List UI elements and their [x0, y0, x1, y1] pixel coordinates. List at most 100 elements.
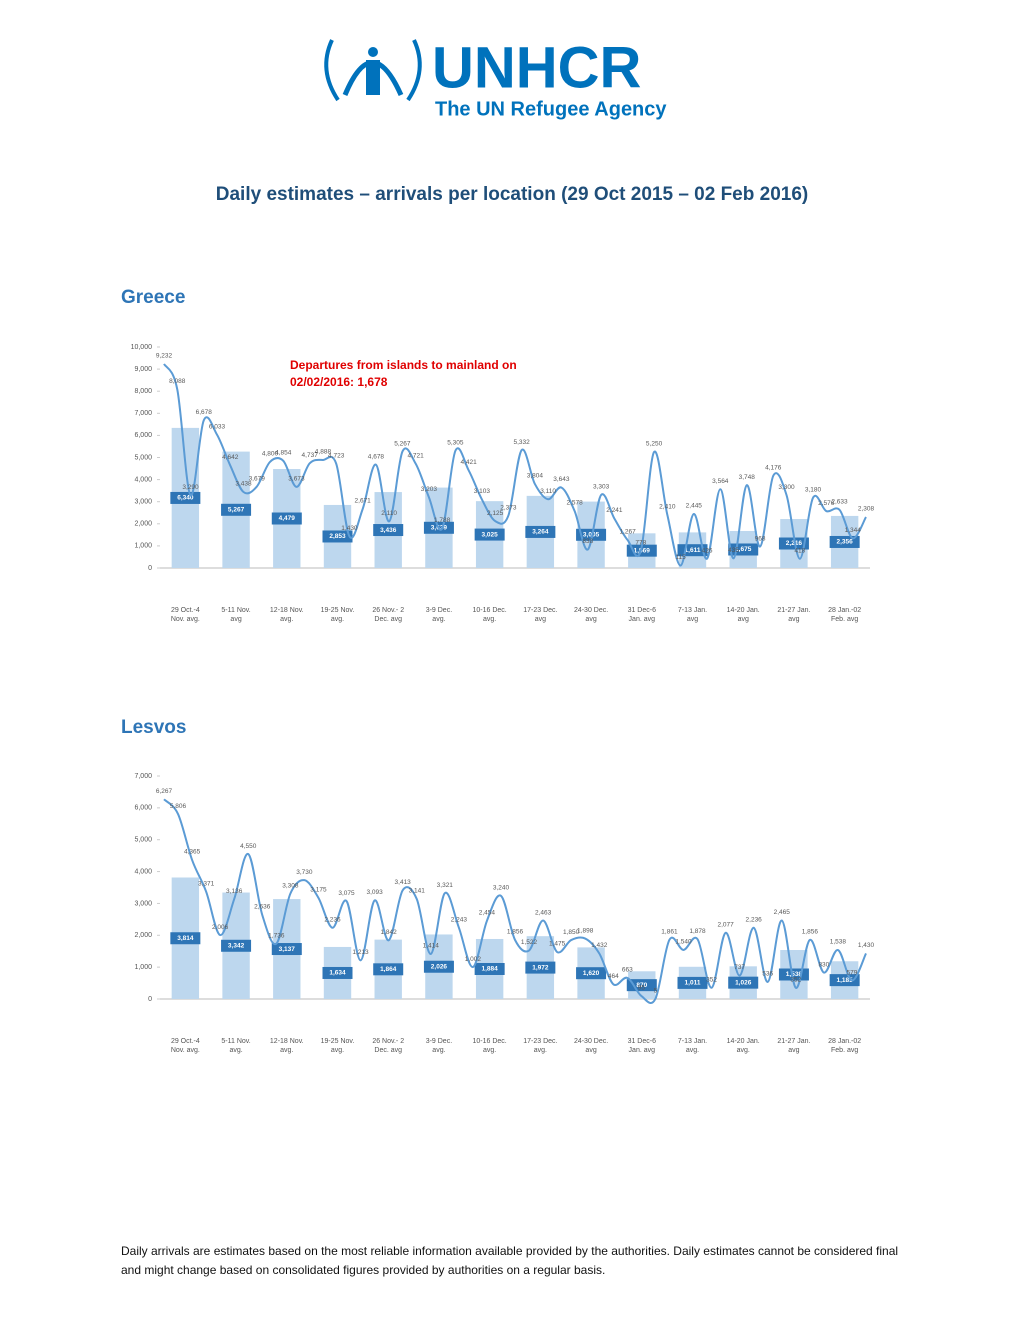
bar-label: 4,479 — [279, 515, 296, 522]
y-tick-label: 2,000 — [134, 521, 152, 528]
y-tick-label: 6,000 — [134, 805, 152, 812]
bar-label: 1,675 — [735, 546, 752, 553]
daily-label: 1,344 — [845, 527, 862, 534]
bar-label-box — [423, 960, 454, 973]
logo-emblem — [324, 39, 422, 102]
daily-label: 1,432 — [591, 942, 608, 949]
daily-label: 2,308 — [858, 506, 875, 513]
daily-label: 352 — [706, 977, 717, 984]
daily-label: 3,804 — [527, 473, 544, 480]
daily-label: 3,093 — [366, 889, 383, 896]
daily-label: 3,103 — [474, 488, 491, 495]
daily-label: 3,321 — [437, 882, 454, 889]
daily-label: 3,308 — [282, 882, 299, 889]
daily-label: 3,679 — [249, 475, 266, 482]
bar-label-box — [322, 966, 353, 979]
x-category-label: 10-16 Dec. avg. — [473, 607, 507, 623]
daily-label: 4,176 — [765, 464, 782, 471]
daily-label: 1,414 — [423, 943, 440, 950]
y-tick-label: 5,000 — [134, 454, 152, 461]
daily-label: 5,332 — [513, 439, 530, 446]
daily-label: 3,175 — [310, 887, 327, 894]
x-category-label: 3-9 Dec. avg. — [426, 1038, 453, 1054]
bar-label: 5,267 — [228, 507, 245, 514]
x-category-label: 14-20 Jan. avg. — [727, 1038, 760, 1054]
y-tick-label: 9,000 — [134, 366, 152, 373]
daily-label: 3,371 — [198, 880, 215, 887]
daily-label: 4,854 — [275, 449, 292, 456]
daily-label: 2,410 — [659, 503, 676, 510]
logo-tagline: The UN Refugee Agency — [435, 98, 667, 120]
daily-label: 579 — [847, 969, 858, 976]
daily-label: 5 — [654, 988, 658, 995]
daily-label: 1,430 — [341, 525, 358, 532]
x-category-label: 12-18 Nov. avg. — [270, 1038, 304, 1054]
daily-label: 2,636 — [254, 904, 271, 911]
bar-label-box — [221, 939, 252, 952]
daily-label: 2,077 — [717, 922, 734, 929]
daily-label: 1,856 — [802, 929, 819, 936]
daily-label: 4,723 — [328, 452, 345, 459]
daily-label: 2,576 — [818, 500, 835, 507]
x-category-label: 7-13 Jan. avg — [678, 607, 707, 623]
bar-label-box — [525, 525, 556, 538]
daily-label: 1,430 — [858, 942, 875, 949]
daily-label: 2,241 — [606, 507, 623, 514]
daily-label: 1,898 — [577, 927, 594, 934]
x-category-label: 12-18 Nov. avg. — [270, 607, 304, 623]
bar-label-box — [271, 943, 302, 956]
bar-label: 870 — [636, 982, 647, 989]
bar-label-box — [170, 932, 201, 945]
bar-label-box — [525, 961, 556, 974]
x-category-label: 28 Jan.-02 Feb. avg — [828, 1038, 861, 1054]
bar-label-box — [322, 530, 353, 543]
y-tick-label: 8,000 — [134, 388, 152, 395]
y-tick-label: 7,000 — [134, 773, 152, 780]
daily-label: 4,888 — [315, 449, 332, 456]
daily-label: 8,088 — [169, 378, 186, 385]
daily-label: 2,110 — [381, 510, 397, 517]
x-category-label: 5-11 Nov. avg — [221, 607, 250, 623]
y-tick-label: 0 — [148, 996, 152, 1003]
bar-label: 3,814 — [177, 935, 194, 942]
daily-label: 3,203 — [421, 486, 438, 493]
x-category-label: 31 Dec-6 Jan. avg — [628, 1038, 657, 1054]
bar-label: 1,185 — [837, 977, 854, 984]
daily-label: 778 — [635, 540, 646, 547]
daily-label: 1,002 — [465, 956, 482, 963]
x-category-label: 21-27 Jan. avg — [777, 1038, 810, 1054]
daily-label: 536 — [762, 971, 773, 978]
daily-label: 1,850 — [563, 929, 580, 936]
bar-label-box — [728, 976, 759, 989]
daily-label: 5,305 — [447, 439, 464, 446]
daily-label: 3,290 — [182, 484, 199, 491]
daily-label: 3,564 — [712, 478, 729, 485]
daily-label: 464 — [608, 973, 619, 980]
daily-label: 6,678 — [196, 409, 213, 416]
daily-label: 1,538 — [830, 939, 847, 946]
bar-label-box — [271, 512, 302, 525]
chart-title: Lesvos — [121, 717, 186, 738]
daily-label: 3,303 — [593, 484, 610, 491]
daily-label: 3,300 — [778, 484, 795, 491]
daily-label: 6,267 — [156, 788, 173, 795]
daily-label: 3,180 — [805, 486, 822, 493]
daily-label: 4,678 — [368, 453, 385, 460]
daily-label: 115 — [675, 554, 686, 561]
daily-label: 4,737 — [302, 452, 319, 459]
annotation: Departures from islands to mainland on 02… — [290, 358, 517, 389]
x-category-label: 26 Nov.- 2 Dec. avg — [372, 1038, 404, 1054]
page-title: Daily estimates – arrivals per location … — [216, 184, 808, 205]
x-category-label: 24-30 Dec. avg — [574, 607, 608, 623]
daily-label: 1,475 — [549, 941, 566, 948]
daily-label: 1,736 — [268, 932, 285, 939]
daily-label: 5,806 — [170, 803, 187, 810]
y-tick-label: 4,000 — [134, 476, 152, 483]
daily-label: 6,033 — [209, 423, 226, 430]
bar-label: 1,026 — [735, 979, 752, 986]
footnote: Daily arrivals are estimates based on th… — [121, 1244, 899, 1277]
daily-label: 2,454 — [479, 910, 496, 917]
daily-line — [163, 798, 867, 1004]
daily-label: 426 — [702, 547, 713, 554]
daily-label: 2,578 — [566, 500, 583, 507]
